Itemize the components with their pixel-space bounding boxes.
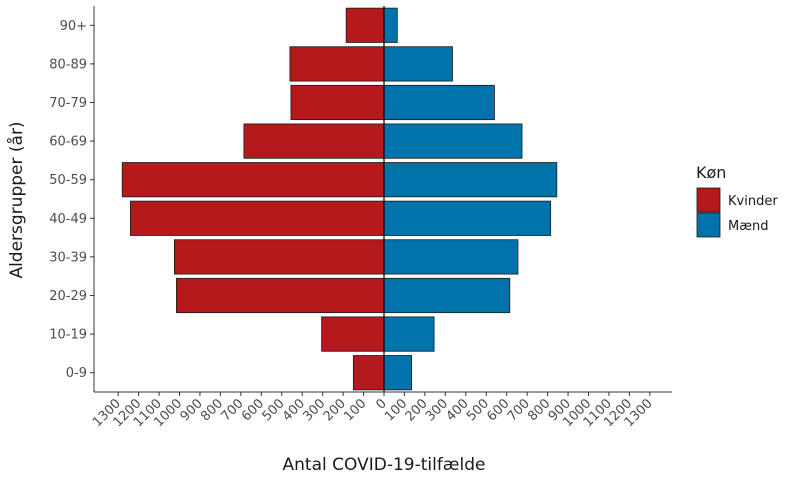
y-tick-label: 20-29 xyxy=(49,289,87,304)
bar-kvinder-20-29 xyxy=(176,277,385,314)
bar-kvinder-10-19 xyxy=(321,316,385,352)
y-tick-label: 30-39 xyxy=(49,250,87,265)
y-tick-label: 10-19 xyxy=(49,328,87,343)
bar-kvinder-80-89 xyxy=(289,46,385,82)
legend-title: Køn xyxy=(696,163,726,182)
bar-kvinder-70-79 xyxy=(290,84,385,121)
y-tick-label: 80-89 xyxy=(49,57,87,72)
bar-maend-30-39 xyxy=(383,239,519,275)
y-tick-label: 50-59 xyxy=(49,173,87,188)
legend: Køn Kvinder Mænd xyxy=(696,163,778,238)
y-tick-label: 60-69 xyxy=(49,135,87,150)
x-axis-title: Antal COVID-19-tilfælde xyxy=(283,455,486,475)
bar-maend-0-9 xyxy=(383,355,413,391)
bar-kvinder-40-49 xyxy=(130,200,385,236)
bar-maend-80-89 xyxy=(383,46,453,82)
y-tick-label: 90+ xyxy=(60,19,87,34)
bars-layer xyxy=(121,7,558,391)
x-tick-label: 100 xyxy=(341,396,369,424)
bar-kvinder-90+ xyxy=(345,7,385,43)
x-axis-ticks: 1300120011001000900800700600500400300200… xyxy=(90,392,656,430)
bar-kvinder-60-69 xyxy=(243,123,385,159)
y-axis-title: Aldersgrupper (år) xyxy=(6,121,27,278)
y-tick-label: 0-9 xyxy=(66,366,87,381)
y-tick-label: 40-49 xyxy=(49,212,87,227)
bar-maend-40-49 xyxy=(383,200,552,236)
legend-label-kvinder: Kvinder xyxy=(728,194,778,209)
bar-kvinder-30-39 xyxy=(173,239,385,275)
legend-swatch-maend xyxy=(696,212,721,238)
y-tick-label: 70-79 xyxy=(49,96,87,111)
bar-kvinder-50-59 xyxy=(121,162,385,198)
bar-maend-10-19 xyxy=(383,316,435,352)
bar-maend-20-29 xyxy=(383,277,511,314)
legend-swatch-kvinder xyxy=(696,187,721,213)
bar-maend-70-79 xyxy=(383,84,495,121)
bar-maend-60-69 xyxy=(383,123,523,159)
bar-maend-90+ xyxy=(383,7,398,43)
y-axis-ticks: 0-9 10-19 20-29 30-39 40-49 50-59 60-69 70-79 80… xyxy=(49,19,94,381)
bar-kvinder-0-9 xyxy=(352,355,385,391)
legend-label-maend: Mænd xyxy=(728,219,768,234)
bar-maend-50-59 xyxy=(383,162,558,198)
